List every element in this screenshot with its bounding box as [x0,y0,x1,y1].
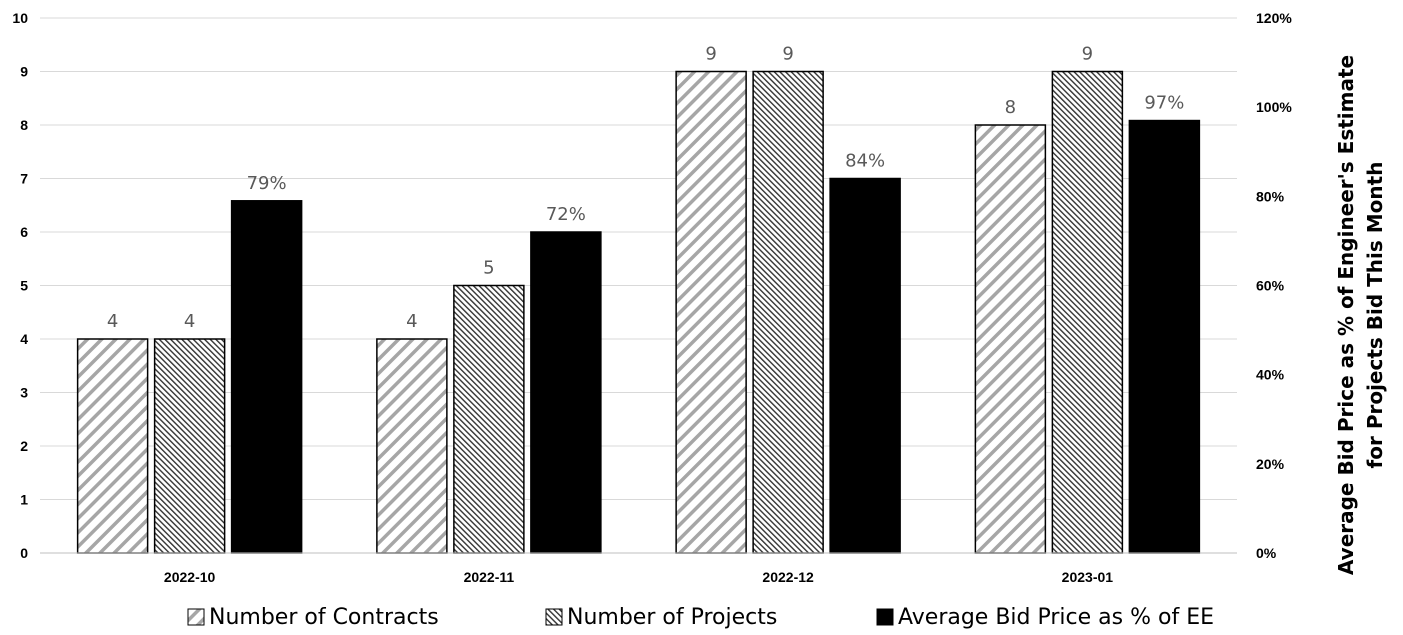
left-tick-label: 6 [20,224,28,240]
left-tick-label: 5 [20,278,28,294]
bar [230,200,303,554]
left-tick-label: 4 [20,331,28,347]
left-tick-label: 8 [20,117,28,133]
bar [153,338,226,554]
data-label: 72% [546,204,586,225]
right-tick-label: 80% [1256,188,1285,204]
x-tick-label: 2022-10 [164,569,216,585]
x-axis: 2022-10 2022-11 2022-12 2023-01 [164,569,1113,585]
right-tick-label: 100% [1256,99,1292,115]
data-label: 8 [1005,97,1016,118]
left-tick-label: 1 [20,492,28,508]
bar [675,70,747,554]
left-tick-label: 10 [12,10,28,26]
data-label: 5 [483,258,494,279]
right-tick-label: 0% [1256,545,1277,561]
data-label: 9 [1082,44,1093,65]
left-tick-label: 0 [20,545,28,561]
left-tick-label: 9 [20,64,28,80]
data-label: 97% [1144,93,1184,114]
bar [76,338,149,554]
bar [530,231,602,554]
left-tick-label: 2 [20,438,28,454]
bar [453,284,525,554]
legend-swatch [187,608,205,626]
bar [829,177,901,554]
left-tick-label: 3 [20,385,28,401]
x-tick-label: 2022-12 [762,569,814,585]
data-label: 79% [247,173,287,194]
legend-swatch [876,608,894,626]
data-label: 4 [184,311,195,332]
data-label: 9 [782,44,793,65]
bar [1128,119,1201,554]
right-y-axis: 0% 20% 40% 60% 80% 100% 120% [1256,10,1292,561]
right-tick-label: 20% [1256,456,1285,472]
left-y-axis: 0 1 2 3 4 5 6 7 8 9 10 [12,10,28,561]
legend-label: Number of Projects [567,605,777,630]
legend-label: Number of Contracts [209,605,439,630]
bar [974,124,1047,554]
right-axis-title-line2: for Projects Bid This Month [1363,162,1387,469]
x-tick-label: 2023-01 [1062,569,1114,585]
right-tick-label: 40% [1256,367,1285,383]
data-label: 84% [845,151,885,172]
bars [76,70,1201,554]
bar [376,338,448,554]
bar [1051,70,1124,554]
right-tick-label: 60% [1256,278,1285,294]
data-label: 4 [406,311,417,332]
right-axis-title-line1: Average Bid Price as % of Engineer's Est… [1334,55,1358,575]
right-axis-title: Average Bid Price as % of Engineer's Est… [1334,55,1387,575]
legend: Number of Contracts Number of Projects Ave… [187,605,1214,630]
data-labels: 4 4 79% 4 5 72% 9 9 84% 8 9 97% [107,44,1184,333]
x-tick-label: 2022-11 [464,569,515,585]
data-label: 9 [705,44,716,65]
legend-swatch [545,608,563,626]
data-label: 4 [107,311,118,332]
right-tick-label: 120% [1256,10,1292,26]
bar [752,70,824,554]
left-tick-label: 7 [20,171,28,187]
legend-label: Average Bid Price as % of EE [898,605,1214,630]
